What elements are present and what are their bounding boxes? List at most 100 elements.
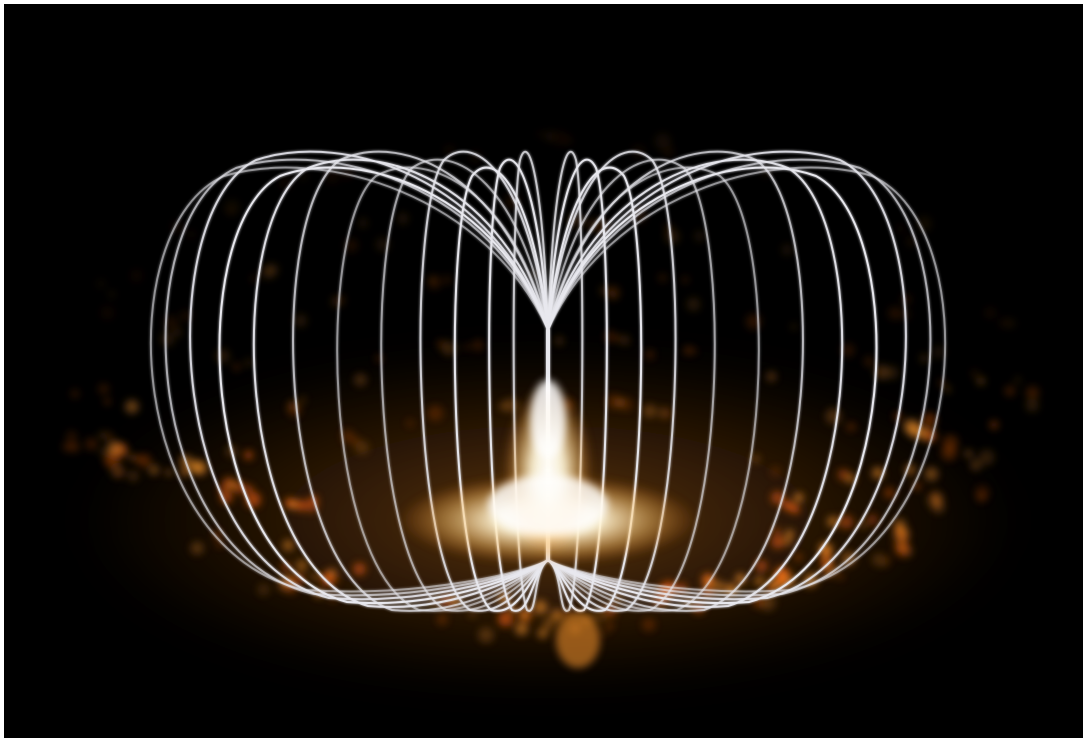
glow-particle — [691, 348, 698, 355]
glow-particle — [790, 323, 797, 330]
glow-particle — [515, 622, 528, 636]
glow-particle — [442, 275, 452, 285]
field-line-loop — [547, 150, 677, 612]
glow-particle — [533, 600, 548, 615]
glow-particle — [785, 538, 792, 545]
glow-particle — [344, 238, 359, 253]
glow-particle — [296, 559, 308, 572]
field-line-loop — [547, 158, 932, 597]
glow-particle — [871, 553, 886, 567]
glow-particle — [441, 341, 457, 356]
glow-particle — [224, 199, 240, 215]
glow-particle — [353, 562, 366, 576]
glow-particle — [978, 449, 995, 466]
glow-particle — [127, 470, 139, 482]
glow-particle — [165, 469, 172, 476]
glow-particle — [791, 505, 800, 514]
field-line-loop — [164, 158, 549, 597]
field-line-loop — [380, 158, 549, 612]
field-line-loop — [149, 166, 549, 593]
glow-particle — [463, 343, 470, 350]
glow-particle — [353, 373, 367, 387]
glow-particle — [257, 583, 270, 596]
glow-particle — [922, 412, 937, 428]
field-line-loop — [512, 150, 549, 612]
glow-particle — [436, 614, 448, 626]
glow-particle — [520, 610, 529, 619]
glow-particle — [935, 497, 943, 506]
glow-particle — [106, 441, 123, 457]
field-line-loop — [292, 150, 549, 612]
glow-particle — [897, 531, 908, 542]
field-line-loop — [488, 158, 549, 612]
glow-particle — [919, 353, 929, 364]
glow-particle — [478, 627, 494, 643]
glow-particle — [99, 447, 108, 456]
glow-particle — [355, 440, 370, 455]
glow-particle — [895, 542, 910, 557]
glow-particle — [866, 514, 878, 526]
glow-particle — [188, 459, 203, 474]
glow-particle — [180, 468, 189, 477]
glow-particle — [137, 454, 152, 468]
glow-particle — [98, 431, 108, 440]
glow-particle — [115, 469, 122, 476]
glow-particle — [358, 218, 368, 228]
glow-particle — [108, 290, 116, 298]
glow-particle — [619, 334, 631, 346]
glow-particle — [62, 441, 73, 452]
field-line-loop — [547, 150, 804, 612]
glow-particle — [665, 229, 680, 244]
glow-particle — [444, 145, 455, 155]
glow-particle — [542, 617, 555, 631]
glow-particle — [970, 369, 980, 378]
glow-particle — [924, 467, 939, 481]
glow-particle — [180, 310, 192, 322]
glow-particle — [872, 467, 884, 479]
field-line-loop — [252, 158, 549, 608]
glow-particle — [686, 297, 701, 312]
glow-particle — [642, 404, 657, 418]
glow-particle — [66, 430, 78, 442]
glow-particle — [215, 349, 230, 364]
glow-particle — [916, 216, 932, 232]
glow-particle — [282, 539, 294, 551]
field-line-loop — [547, 166, 947, 593]
glow-particle — [163, 315, 179, 331]
glow-particle — [823, 550, 830, 557]
glow-particle — [795, 554, 802, 561]
glow-particle — [232, 362, 241, 372]
glow-particle — [896, 224, 905, 233]
field-line-loop — [419, 150, 549, 612]
glow-particle — [341, 429, 355, 443]
glow-particle — [472, 339, 484, 352]
glow-particle — [766, 371, 777, 382]
glow-particle — [266, 263, 279, 276]
field-line-loop — [547, 158, 844, 608]
glow-particle — [497, 611, 514, 627]
field-line-loop — [547, 158, 608, 612]
field-line-loop — [547, 150, 584, 612]
glow-particle — [105, 431, 115, 441]
glow-particle — [755, 560, 768, 573]
field-line-loop — [547, 166, 878, 604]
field-line-loop — [547, 166, 643, 612]
central-glow — [398, 380, 698, 668]
glow-particle — [770, 466, 781, 477]
glow-particle — [427, 275, 442, 290]
glow-particle — [662, 146, 675, 159]
glow-particle — [944, 386, 951, 393]
glow-particle — [544, 131, 556, 142]
field-line-loop — [547, 158, 716, 612]
glow-particle — [614, 335, 621, 342]
glow-particle — [606, 622, 614, 630]
glow-particle — [989, 420, 999, 430]
glow-particle — [552, 130, 568, 146]
glow-particle — [827, 516, 839, 527]
glow-particle — [128, 454, 136, 462]
glow-particle — [845, 473, 856, 484]
glow-particle — [863, 356, 875, 367]
glow-particle — [785, 529, 794, 539]
glow-particle — [781, 244, 793, 256]
